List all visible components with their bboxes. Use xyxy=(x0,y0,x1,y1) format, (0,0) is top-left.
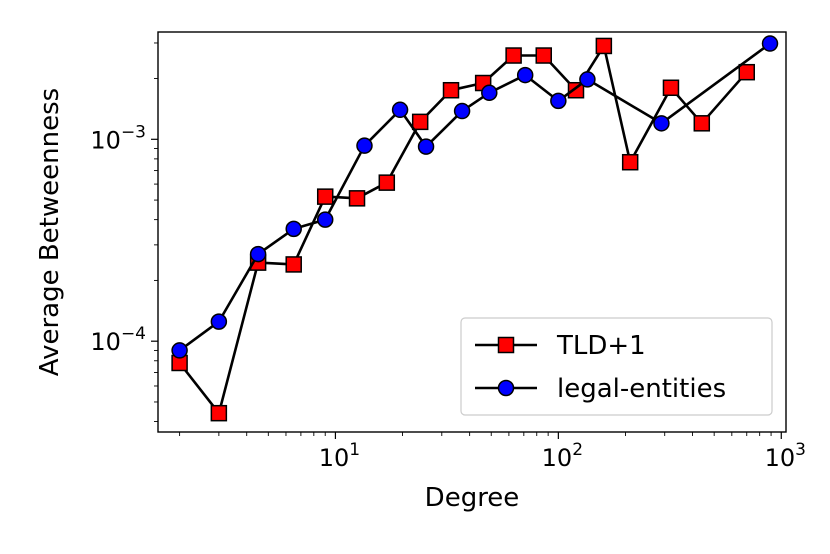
data-point-circle xyxy=(761,35,779,52)
y-tick-label: 10−4 xyxy=(90,324,146,356)
y-axis: 10−4 10−3 xyxy=(90,42,158,422)
data-point-square xyxy=(595,37,613,55)
data-point-circle xyxy=(417,138,435,155)
x-tick-label: 101 xyxy=(319,440,360,472)
data-point-circle xyxy=(316,211,334,228)
data-point-square xyxy=(621,153,639,171)
data-point-square xyxy=(378,174,396,191)
legend: TLD+1 legal-entities xyxy=(460,317,773,416)
data-point-square xyxy=(285,256,302,273)
data-point-circle xyxy=(249,245,267,263)
data-point-square xyxy=(505,47,522,64)
data-point-circle xyxy=(391,101,409,119)
data-point-circle xyxy=(356,137,373,154)
data-point-circle xyxy=(481,84,498,102)
data-point-circle xyxy=(210,313,228,330)
data-point-circle xyxy=(453,102,471,120)
plot-frame xyxy=(157,31,787,433)
y-tick-label: 10−3 xyxy=(90,122,146,154)
data-point-square xyxy=(738,63,755,81)
series-line-1 xyxy=(178,42,771,352)
data-point-square xyxy=(348,190,366,207)
data-point-square xyxy=(662,79,680,97)
legend-label: TLD+1 xyxy=(556,331,646,361)
legend-marker-circle xyxy=(497,379,515,397)
data-point-circle xyxy=(285,220,302,238)
data-point-circle xyxy=(653,115,670,132)
x-tick-label: 102 xyxy=(542,440,583,472)
data-point-square xyxy=(411,113,429,131)
data-point-square xyxy=(316,188,334,205)
data-point-circle xyxy=(579,71,596,88)
legend-box xyxy=(460,317,773,416)
data-point-square xyxy=(442,81,460,99)
legend-marker-square xyxy=(497,336,515,354)
data-point-circle xyxy=(171,342,188,359)
data-point-square xyxy=(210,404,228,422)
data-point-circle xyxy=(550,92,567,110)
legend-label: legal-entities xyxy=(557,374,726,404)
y-axis-label: Average Betweenness xyxy=(35,88,65,376)
x-tick-label: 103 xyxy=(765,440,806,472)
data-point-square xyxy=(693,115,711,132)
x-axis: 101 102 103 xyxy=(179,432,806,472)
series-layer xyxy=(171,35,779,422)
data-point-circle xyxy=(516,66,534,84)
x-axis-label: Degree xyxy=(425,483,520,513)
data-point-square xyxy=(535,47,552,64)
